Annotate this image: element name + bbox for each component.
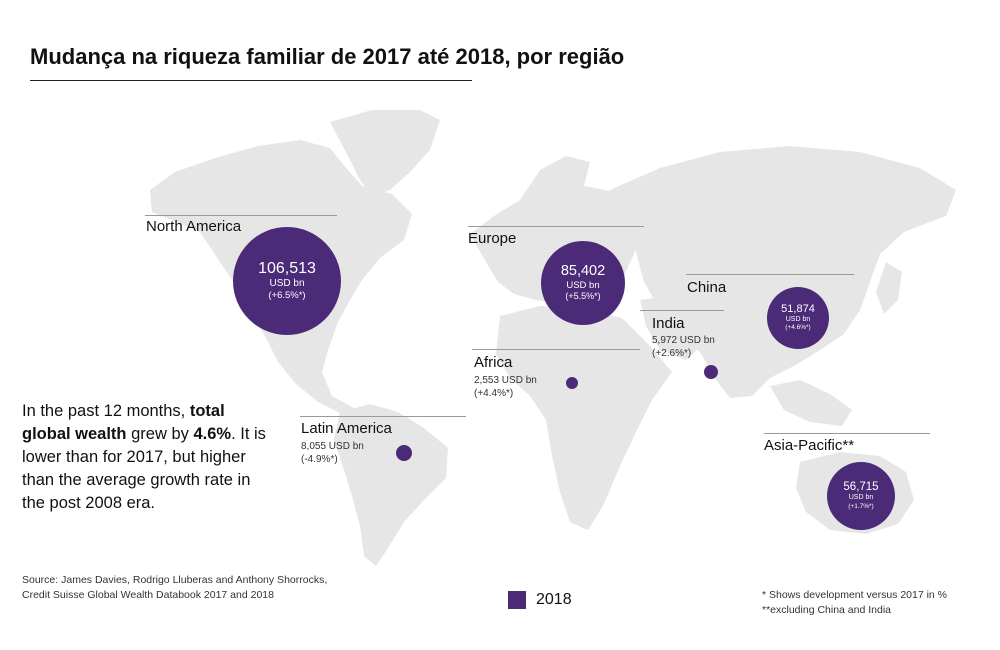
- unit-asia-pacific: USD bn: [848, 494, 874, 502]
- bubble-latin-america: [396, 445, 412, 461]
- landmass-africa: [496, 306, 672, 530]
- leader-africa: [472, 349, 640, 350]
- change-europe: (+5.5%*): [565, 291, 601, 302]
- footnote-line-2: **excluding China and India: [762, 604, 892, 616]
- note-bold-1: total global wealth: [22, 402, 225, 443]
- bubble-india: [704, 365, 718, 379]
- legend: 2018: [508, 591, 572, 609]
- landmass-south-america: [334, 404, 448, 566]
- value-north-america: 106,513: [258, 259, 316, 277]
- note-text-2: grew by: [126, 425, 194, 443]
- label-india: India: [652, 315, 685, 332]
- change-africa: (+4.4%*): [474, 388, 514, 399]
- legend-label: 2018: [536, 591, 572, 608]
- summary-note: In the past 12 months, total global weal…: [22, 400, 272, 515]
- leader-north-america: [145, 215, 337, 216]
- leader-asia-pacific: [764, 433, 930, 434]
- landmass-scandinavia: [520, 156, 590, 200]
- value-india: 5,972 USD bn: [652, 335, 715, 346]
- label-latin-america: Latin America: [301, 420, 392, 437]
- note-text-1: In the past 12 months,: [22, 402, 190, 420]
- landmass-asia: [610, 146, 956, 398]
- bubble-china: 51,874 USD bn (+4.6%*): [767, 287, 829, 349]
- change-north-america: (+6.5%*): [268, 290, 306, 302]
- bubble-africa: [566, 377, 578, 389]
- bubble-europe: 85,402 USD bn (+5.5%*): [541, 241, 625, 325]
- change-india: (+2.6%*): [652, 348, 692, 359]
- note-text-3: . It is lower than for 2017, but higher …: [22, 425, 266, 512]
- leader-europe: [468, 226, 644, 227]
- value-africa: 2,553 USD bn: [474, 375, 537, 386]
- change-latin-america: (-4.9%*): [301, 454, 338, 465]
- footnote-line-1: * Shows development versus 2017 in %: [762, 589, 948, 601]
- unit-europe: USD bn: [566, 279, 600, 291]
- leader-india: [640, 310, 724, 311]
- change-asia-pacific: (+1.7%*): [848, 502, 874, 510]
- leader-latin-america: [300, 416, 466, 417]
- value-asia-pacific: 56,715: [843, 480, 879, 493]
- source-line-1: Source: James Davies, Rodrigo Lluberas a…: [22, 574, 328, 586]
- label-europe: Europe: [468, 230, 517, 247]
- leader-china: [686, 274, 854, 275]
- label-china: China: [687, 279, 727, 296]
- label-africa: Africa: [474, 354, 513, 371]
- title-underline: [30, 80, 472, 81]
- note-bold-2: 4.6%: [193, 425, 232, 443]
- source-line-2: Credit Suisse Global Wealth Databook 201…: [22, 589, 274, 601]
- label-asia-pacific: Asia-Pacific**: [764, 437, 855, 454]
- value-china: 51,874: [781, 303, 815, 316]
- legend-swatch: [508, 591, 526, 609]
- landmass-southeast-asia: [770, 380, 852, 426]
- landmass-greenland: [330, 110, 440, 196]
- source-note: Source: James Davies, Rodrigo Lluberas a…: [22, 573, 327, 603]
- landmass-japan: [876, 262, 902, 314]
- footnotes: * Shows development versus 2017 in % **e…: [762, 588, 947, 618]
- label-north-america: North America: [146, 218, 242, 235]
- unit-north-america: USD bn: [269, 278, 305, 290]
- value-europe: 85,402: [560, 263, 606, 280]
- value-latin-america: 8,055 USD bn: [301, 441, 364, 452]
- chart-title: Mudança na riqueza familiar de 2017 até …: [30, 44, 625, 69]
- bubble-asia-pacific: 56,715 USD bn (+1.7%*): [827, 462, 895, 530]
- unit-china: USD bn: [785, 315, 811, 323]
- change-china: (+4.6%*): [785, 324, 811, 332]
- bubble-north-america: 106,513 USD bn (+6.5%*): [233, 227, 341, 335]
